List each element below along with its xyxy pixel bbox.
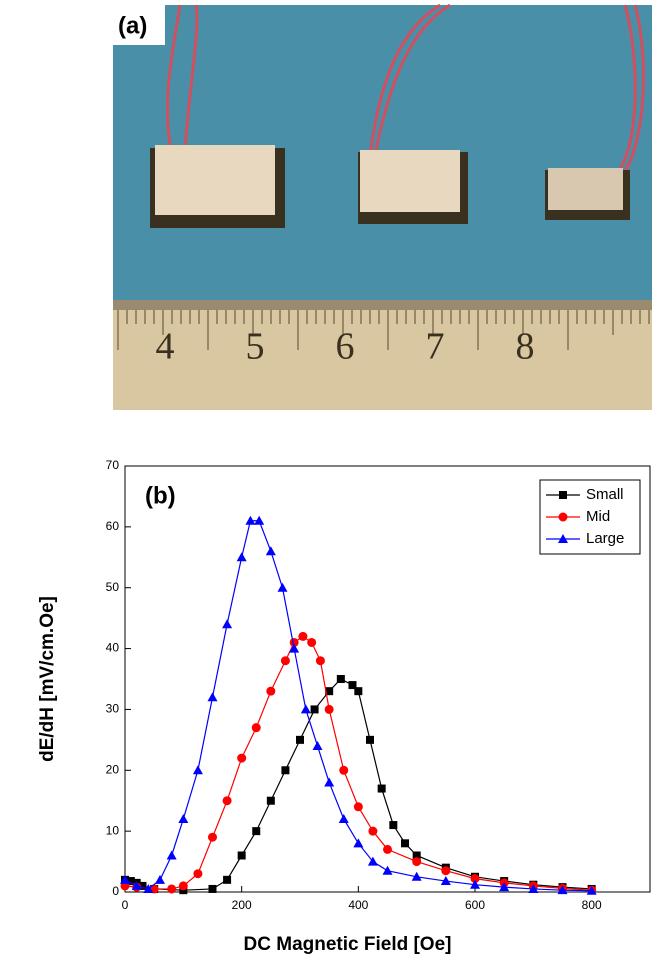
x-axis-label: DC Magnetic Field [Oe]: [244, 934, 452, 955]
ruler: [113, 300, 652, 410]
x-tick-label: 800: [582, 898, 602, 912]
ruler-label: 5: [246, 326, 265, 368]
data-point: [339, 814, 349, 823]
small-sample: [548, 168, 623, 210]
ruler-label: 4: [156, 326, 175, 368]
ruler-label: 8: [516, 326, 535, 368]
series-line: [125, 679, 592, 890]
data-point: [325, 705, 334, 714]
series-line: [125, 636, 592, 890]
data-point: [378, 785, 386, 793]
y-tick-label: 0: [112, 884, 119, 898]
data-point: [266, 687, 275, 696]
series-line: [125, 521, 592, 891]
data-point: [193, 765, 203, 774]
data-point: [222, 619, 232, 628]
legend-label: Large: [586, 530, 624, 547]
x-tick-label: 600: [465, 898, 485, 912]
figure: (a) 4 5 6 7 8 0 10 20 30 40 50 60 70 0 200 400 600 800 DC …: [0, 0, 652, 960]
x-tick-label: 200: [232, 898, 252, 912]
data-point: [339, 766, 348, 775]
data-point: [238, 851, 246, 859]
data-point: [311, 705, 319, 713]
data-point: [301, 704, 311, 713]
data-point: [412, 857, 421, 866]
legend-marker: [559, 491, 567, 499]
ruler-label: 7: [426, 326, 445, 368]
data-point: [296, 736, 304, 744]
data-point: [252, 827, 260, 835]
data-point: [267, 797, 275, 805]
x-tick-label: 400: [348, 898, 368, 912]
data-point: [298, 632, 307, 641]
data-point: [167, 850, 177, 859]
data-point: [383, 845, 392, 854]
data-point: [278, 583, 288, 592]
data-point: [281, 656, 290, 665]
annotation: (b): [145, 482, 176, 509]
data-point: [178, 814, 188, 823]
data-point: [281, 766, 289, 774]
data-point: [155, 875, 165, 884]
y-tick-label: 30: [106, 702, 120, 716]
data-point: [179, 881, 188, 890]
data-point: [368, 827, 377, 836]
y-tick-label: 20: [106, 762, 120, 776]
panel-label: (a): [118, 12, 147, 39]
data-point: [307, 638, 316, 647]
ruler-label: 6: [336, 326, 355, 368]
data-point: [193, 869, 202, 878]
y-tick-label: 60: [106, 519, 120, 533]
legend-label: Small: [586, 486, 624, 503]
data-point: [316, 656, 325, 665]
data-point: [441, 866, 450, 875]
data-point: [354, 687, 362, 695]
y-axis-label: dE/dH [mV/cm.Oe]: [37, 596, 58, 762]
y-tick-label: 70: [106, 458, 120, 472]
data-point: [237, 552, 247, 561]
large-sample: [155, 145, 275, 215]
data-point: [266, 546, 276, 555]
data-point: [208, 833, 217, 842]
data-point: [383, 866, 393, 875]
mid-sample: [360, 150, 460, 212]
y-tick-label: 50: [106, 580, 120, 594]
y-tick-label: 10: [106, 823, 120, 837]
data-point: [354, 802, 363, 811]
data-point: [223, 876, 231, 884]
ruler-edge: [113, 300, 652, 310]
data-point: [353, 838, 363, 847]
data-point: [223, 796, 232, 805]
photo: (a): [113, 5, 652, 410]
legend-label: Mid: [586, 508, 610, 525]
data-point: [366, 736, 374, 744]
legend-marker: [559, 513, 568, 522]
data-point: [252, 723, 261, 732]
y-tick-label: 40: [106, 641, 120, 655]
data-point: [389, 821, 397, 829]
data-point: [401, 839, 409, 847]
data-point: [208, 692, 218, 701]
data-point: [167, 884, 176, 893]
x-tick-label: 0: [122, 898, 129, 912]
data-point: [237, 754, 246, 763]
data-point: [209, 885, 217, 893]
page: (a) 4 5 6 7 8 0 10 20 30 40 50 60 70 0 200 400 600 800 DC …: [0, 0, 652, 965]
data-point: [324, 777, 334, 786]
data-point: [313, 741, 323, 750]
data-point: [337, 675, 345, 683]
